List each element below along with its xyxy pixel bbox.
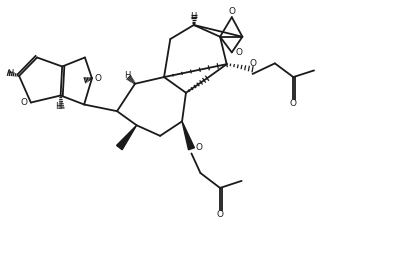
Text: H: H (191, 12, 197, 21)
Text: O: O (21, 98, 28, 107)
Text: H: H (124, 71, 130, 80)
Text: O: O (216, 210, 224, 219)
Polygon shape (117, 125, 137, 150)
Text: O: O (196, 143, 203, 153)
Text: O: O (290, 99, 297, 108)
Text: O: O (249, 59, 256, 68)
Text: O: O (235, 48, 242, 57)
Polygon shape (182, 121, 195, 150)
Text: O: O (95, 74, 102, 83)
Text: H: H (56, 102, 62, 111)
Text: H: H (7, 69, 13, 78)
Text: O: O (228, 7, 235, 16)
